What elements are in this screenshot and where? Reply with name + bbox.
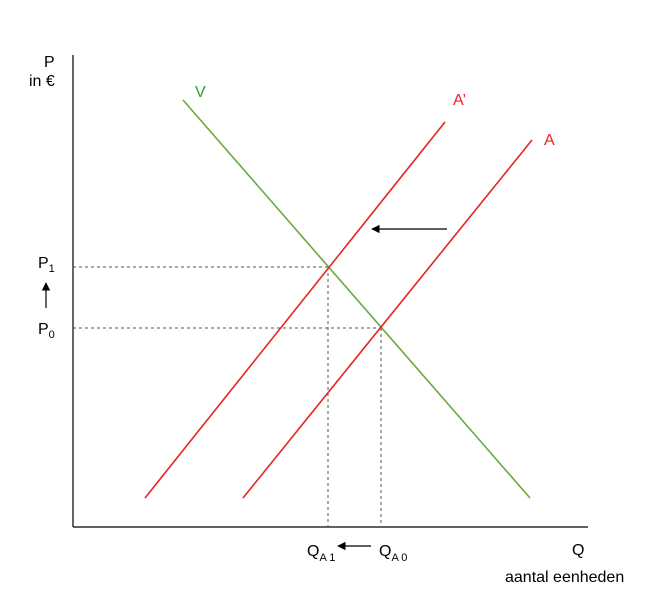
y-axis-label-p: P (44, 54, 55, 71)
quantity-label-qa1: QA 1 (307, 543, 335, 564)
price-label-p0: P0 (38, 321, 55, 341)
demand-curve-v (182, 99, 531, 499)
supply-curve-a (242, 139, 533, 499)
supply-old-curve-label: A (544, 132, 555, 149)
x-axis-label-q: Q (572, 542, 584, 559)
demand-curve-label: V (195, 84, 206, 101)
price-label-p1: P1 (38, 255, 55, 275)
y-axis-label-unit: in € (29, 73, 55, 90)
supply-new-curve-label: A’ (453, 92, 466, 109)
supply-curve-a-prime (144, 121, 446, 499)
quantity-label-qa0: QA 0 (379, 543, 407, 564)
x-axis-label-unit: aantal eenheden (505, 569, 624, 586)
